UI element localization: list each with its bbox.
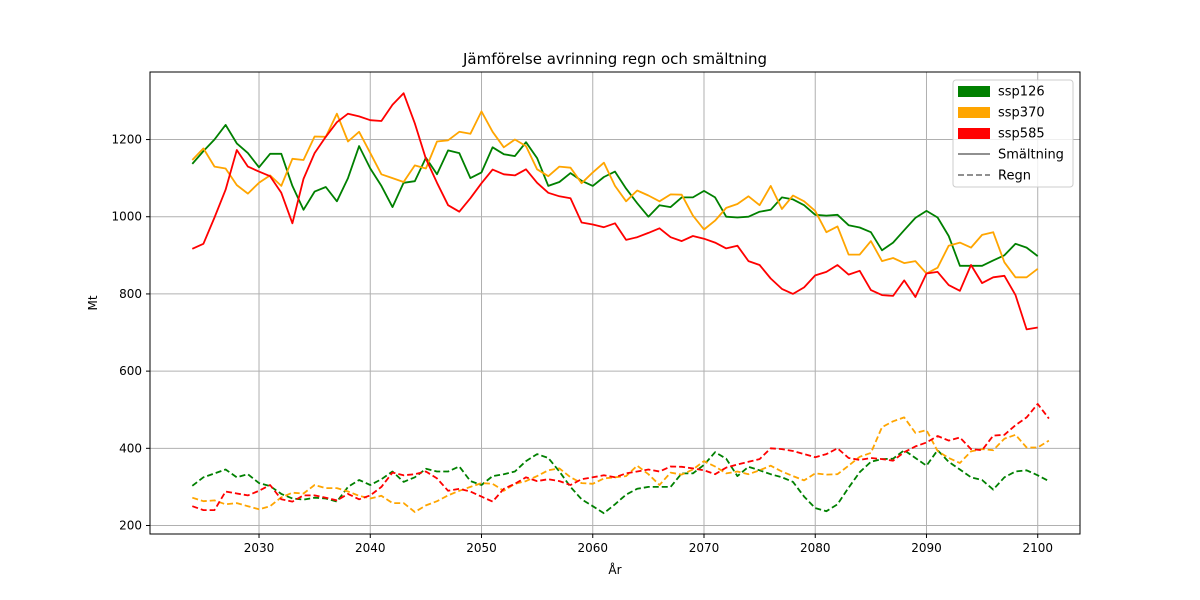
x-axis: 2030 2040 2050 2060 2070 2080 2090 2100 bbox=[244, 534, 1053, 555]
series-line-ssp370-regn bbox=[192, 416, 1050, 513]
x-tick-label: 2100 bbox=[1022, 541, 1053, 555]
legend-item-ssp370-swatch bbox=[958, 107, 990, 118]
y-tick-label: 1000 bbox=[111, 210, 142, 224]
x-tick-label: 2070 bbox=[689, 541, 720, 555]
x-tick-label: 2050 bbox=[466, 541, 497, 555]
x-tick-label: 2060 bbox=[577, 541, 608, 555]
x-tick-label: 2030 bbox=[244, 541, 275, 555]
series-line-ssp585-smaltning bbox=[191, 92, 1038, 331]
legend-item-ssp126-swatch bbox=[958, 86, 990, 97]
y-tick-label: 600 bbox=[119, 364, 142, 378]
series-line-ssp370-smaltning bbox=[191, 110, 1039, 279]
y-tick-label: 200 bbox=[119, 519, 142, 533]
y-axis-label: Mt bbox=[86, 295, 100, 310]
legend-item-ssp126-label: ssp126 bbox=[998, 85, 1045, 100]
y-tick-label: 1200 bbox=[111, 133, 142, 147]
y-axis: 200 400 600 800 1000 1200 bbox=[111, 133, 150, 533]
legend-item-smältning-label: Smältning bbox=[998, 148, 1064, 163]
y-tick-label: 400 bbox=[119, 441, 142, 455]
series-lines bbox=[191, 92, 1050, 515]
legend-item-ssp585-swatch bbox=[958, 128, 990, 139]
legend-item-ssp585-label: ssp585 bbox=[998, 127, 1045, 142]
chart-title: Jämförelse avrinning regn och smältning bbox=[462, 50, 767, 68]
legend-item-regn-label: Regn bbox=[998, 169, 1031, 184]
series-line-ssp585-regn bbox=[192, 402, 1050, 512]
legend-frame bbox=[952, 79, 1074, 188]
x-tick-label: 2040 bbox=[355, 541, 386, 555]
y-tick-label: 800 bbox=[119, 287, 142, 301]
series-line-ssp126-smaltning bbox=[191, 124, 1039, 267]
plot-frame bbox=[149, 71, 1081, 535]
x-tick-label: 2080 bbox=[800, 541, 831, 555]
legend: ssp126 ssp370 ssp585 Smältning Regn bbox=[952, 79, 1074, 188]
legend-item-ssp370-label: ssp370 bbox=[998, 106, 1045, 121]
x-axis-label: År bbox=[608, 562, 621, 577]
x-tick-label: 2090 bbox=[911, 541, 942, 555]
